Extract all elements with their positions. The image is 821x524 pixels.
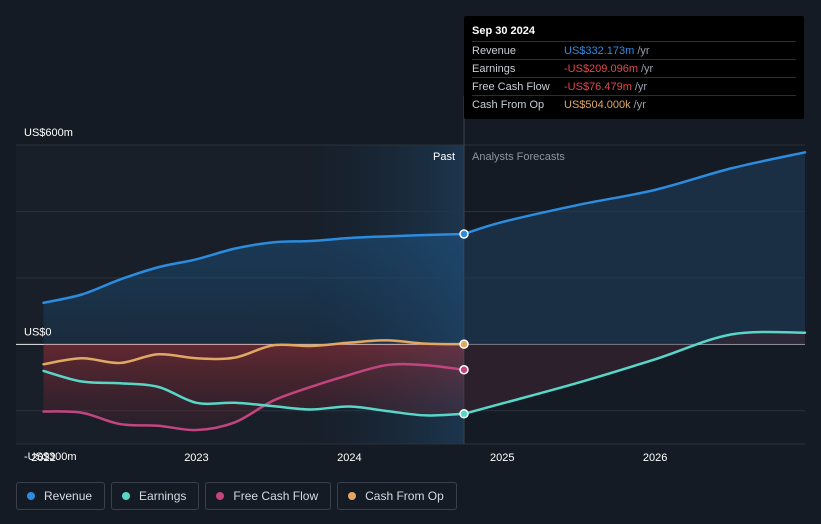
tooltip-row-free-cash-flow: Free Cash Flow -US$76.479m /yr bbox=[472, 77, 796, 95]
tooltip-unit: /yr bbox=[641, 62, 654, 75]
tooltip-value: -US$76.479m bbox=[564, 80, 632, 93]
legend-item-revenue[interactable]: Revenue bbox=[16, 482, 106, 510]
negative-area-past bbox=[43, 344, 465, 431]
series-lines bbox=[42, 151, 807, 432]
tooltip-label: Cash From Op bbox=[472, 98, 545, 111]
tooltip-label: Revenue bbox=[472, 44, 517, 57]
earnings-point bbox=[459, 409, 469, 419]
x-tick-label: 2023 bbox=[184, 452, 208, 464]
earnings-forecast-line bbox=[462, 330, 807, 416]
tooltip-value: -US$209.096m bbox=[564, 62, 638, 75]
revenue-point bbox=[459, 229, 469, 239]
revenue-area-past bbox=[43, 233, 465, 345]
legend: Revenue Earnings Free Cash Flow Cash Fro… bbox=[16, 482, 457, 510]
y-tick-label: -US$300m bbox=[24, 451, 77, 463]
free-cash-flow-dot-icon bbox=[216, 492, 225, 500]
tooltip-label: Earnings bbox=[472, 62, 516, 75]
tooltip-unit: /yr bbox=[637, 44, 650, 57]
revenue-forecast-line bbox=[462, 151, 807, 236]
x-tick-label: 2024 bbox=[337, 452, 361, 464]
free-cash-flow-line bbox=[42, 362, 466, 432]
x-tick-label: 2026 bbox=[643, 452, 667, 464]
tooltip-row-revenue: Revenue US$332.173m /yr bbox=[472, 41, 796, 59]
past-label: Past bbox=[433, 151, 455, 163]
legend-label: Cash From Op bbox=[365, 489, 444, 503]
cash-from-op-point bbox=[459, 339, 469, 349]
cash-from-op-dot-icon bbox=[348, 492, 357, 500]
revenue-line bbox=[42, 232, 466, 305]
x-tick-label: 2022 bbox=[31, 452, 55, 464]
tooltip-date: Sep 30 2024 bbox=[472, 25, 535, 37]
earnings-area-forecast bbox=[464, 331, 805, 414]
tooltip-label: Free Cash Flow bbox=[472, 80, 550, 93]
tooltip: Sep 30 2024 Revenue US$332.173m /yr Earn… bbox=[464, 16, 804, 119]
tooltip-value: US$332.173m bbox=[564, 44, 635, 57]
y-tick-label: US$0 bbox=[24, 326, 52, 338]
x-tick-label: 2025 bbox=[490, 452, 514, 464]
y-tick-label: US$600m bbox=[24, 127, 73, 139]
legend-item-free-cash-flow[interactable]: Free Cash Flow bbox=[205, 482, 332, 510]
forecast-label: Analysts Forecasts bbox=[472, 151, 565, 163]
earnings-dot-icon bbox=[122, 492, 131, 500]
tooltip-value: US$504.000k bbox=[564, 98, 631, 111]
legend-item-earnings[interactable]: Earnings bbox=[111, 482, 200, 510]
revenue-area-forecast bbox=[464, 152, 805, 345]
tooltip-row-earnings: Earnings -US$209.096m /yr bbox=[472, 59, 796, 77]
revenue-dot-icon bbox=[27, 492, 35, 500]
legend-label: Free Cash Flow bbox=[233, 489, 319, 503]
cash-from-op-line bbox=[42, 339, 466, 366]
earnings-line bbox=[42, 369, 466, 417]
free-cash-flow-point bbox=[459, 364, 469, 375]
tooltip-row-cash-from-op: Cash From Op US$504.000k /yr bbox=[472, 95, 796, 113]
tooltip-unit: /yr bbox=[634, 80, 648, 93]
areas bbox=[43, 152, 805, 431]
legend-label: Earnings bbox=[139, 489, 187, 503]
legend-item-cash-from-op[interactable]: Cash From Op bbox=[337, 482, 457, 510]
hover-points bbox=[459, 229, 469, 419]
tooltip-unit: /yr bbox=[633, 98, 646, 111]
legend-label: Revenue bbox=[44, 489, 93, 503]
